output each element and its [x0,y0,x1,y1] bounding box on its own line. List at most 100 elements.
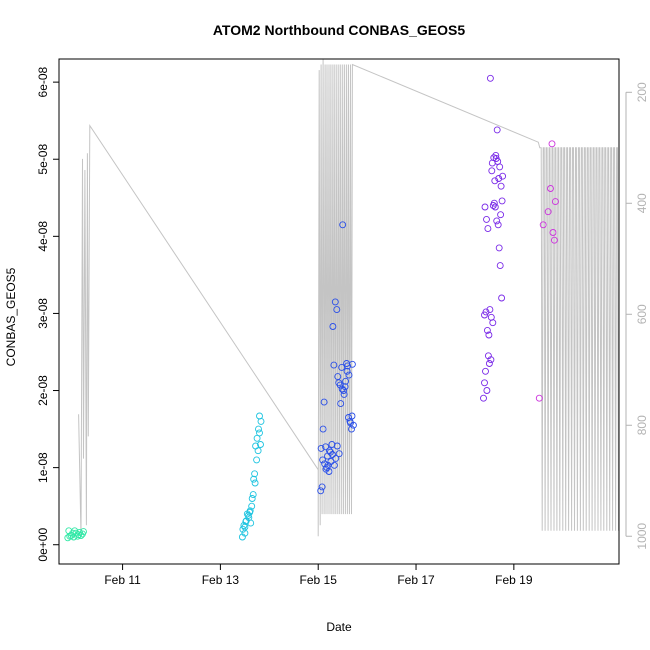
data-point [340,390,348,398]
data-point [483,326,491,334]
data-point [340,387,348,394]
y-tick-label: 5e-08 [36,144,50,175]
data-point [333,306,341,314]
series-feb-15 [317,221,357,495]
data-points-layer [64,74,559,542]
data-point [547,185,554,192]
data-point [339,221,347,229]
data-point [495,244,503,252]
y-axis-label: CONBAS_GEOS5 [4,267,18,366]
data-point [497,211,505,219]
x-tick-label: Feb 13 [202,573,240,587]
data-point [485,331,493,339]
y2-axis-pressure: 200 400 600 800 1000 [625,82,649,550]
x-tick-label: Feb 17 [397,573,435,587]
data-point [80,528,87,536]
x-tick-label: Feb 15 [300,573,338,587]
data-point [254,447,262,455]
data-point [539,221,547,229]
data-point [66,532,74,540]
series-feb-19 [535,140,559,402]
data-point [348,360,356,368]
data-point [249,491,257,499]
data-point [486,306,494,314]
y-tick-label: 2e-08 [36,375,50,406]
data-point [251,479,259,487]
data-point [256,429,263,437]
data-point [344,362,352,370]
data-point [485,360,493,367]
data-point [251,470,259,478]
data-point [498,197,506,205]
data-point [495,175,503,182]
series-feb-18 [480,74,507,402]
data-point [331,298,339,306]
chart-title: ATOM2 Northbound CONBAS_GEOS5 [213,22,465,38]
y2-tick-label: 200 [635,82,649,102]
x-axis: Feb 11 Feb 13 Feb 15 Feb 17 Feb 19 [104,564,533,587]
data-point [333,442,341,450]
data-point [322,443,330,451]
data-point [484,225,492,233]
y2-tick-label: 800 [635,415,649,435]
data-point [498,294,506,302]
data-point [550,236,558,244]
data-point [483,215,490,223]
data-point [327,458,335,465]
data-point [544,208,552,216]
data-point [488,167,496,175]
series-feb-13 [238,412,265,541]
data-point [348,412,356,420]
data-point [480,394,487,402]
data-point [336,381,344,389]
data-point [319,425,327,433]
data-point [329,323,337,330]
data-point [493,217,501,225]
data-point [332,454,340,462]
data-point [322,465,330,473]
data-point [337,400,345,408]
data-point [496,262,504,270]
x-tick-label: Feb 11 [104,573,141,587]
data-point [244,511,252,519]
data-point [548,140,556,148]
data-point [347,419,354,427]
data-point [335,450,343,458]
y2-tick-label: 400 [635,193,649,213]
data-point [497,182,505,190]
data-point [241,523,249,531]
data-point [535,394,543,402]
plot-frame [58,58,620,565]
y-tick-label: 3e-08 [36,298,50,329]
data-point [482,308,490,316]
data-point [246,507,254,515]
data-point [320,398,328,406]
y-tick-label: 4e-08 [36,221,50,252]
pressure-line [78,59,619,537]
data-point [330,361,338,369]
data-point [481,379,488,387]
data-point [257,417,265,425]
data-point [486,74,494,82]
data-point [551,198,559,206]
data-point [482,367,489,375]
data-point [318,483,326,491]
data-point [489,319,497,327]
data-point [499,172,507,180]
y2-tick-label: 1000 [635,523,649,550]
data-point [492,151,500,159]
data-point [487,356,495,364]
x-axis-label: Date [326,620,352,634]
x-tick-label: Feb 19 [495,573,533,587]
data-point [549,229,557,236]
data-point [345,371,353,379]
data-point [248,502,256,510]
data-point [250,475,258,483]
data-point [494,221,502,229]
data-point [257,441,264,448]
data-point [319,456,327,464]
data-point [255,425,262,433]
data-point [491,203,499,211]
data-point [317,487,325,495]
